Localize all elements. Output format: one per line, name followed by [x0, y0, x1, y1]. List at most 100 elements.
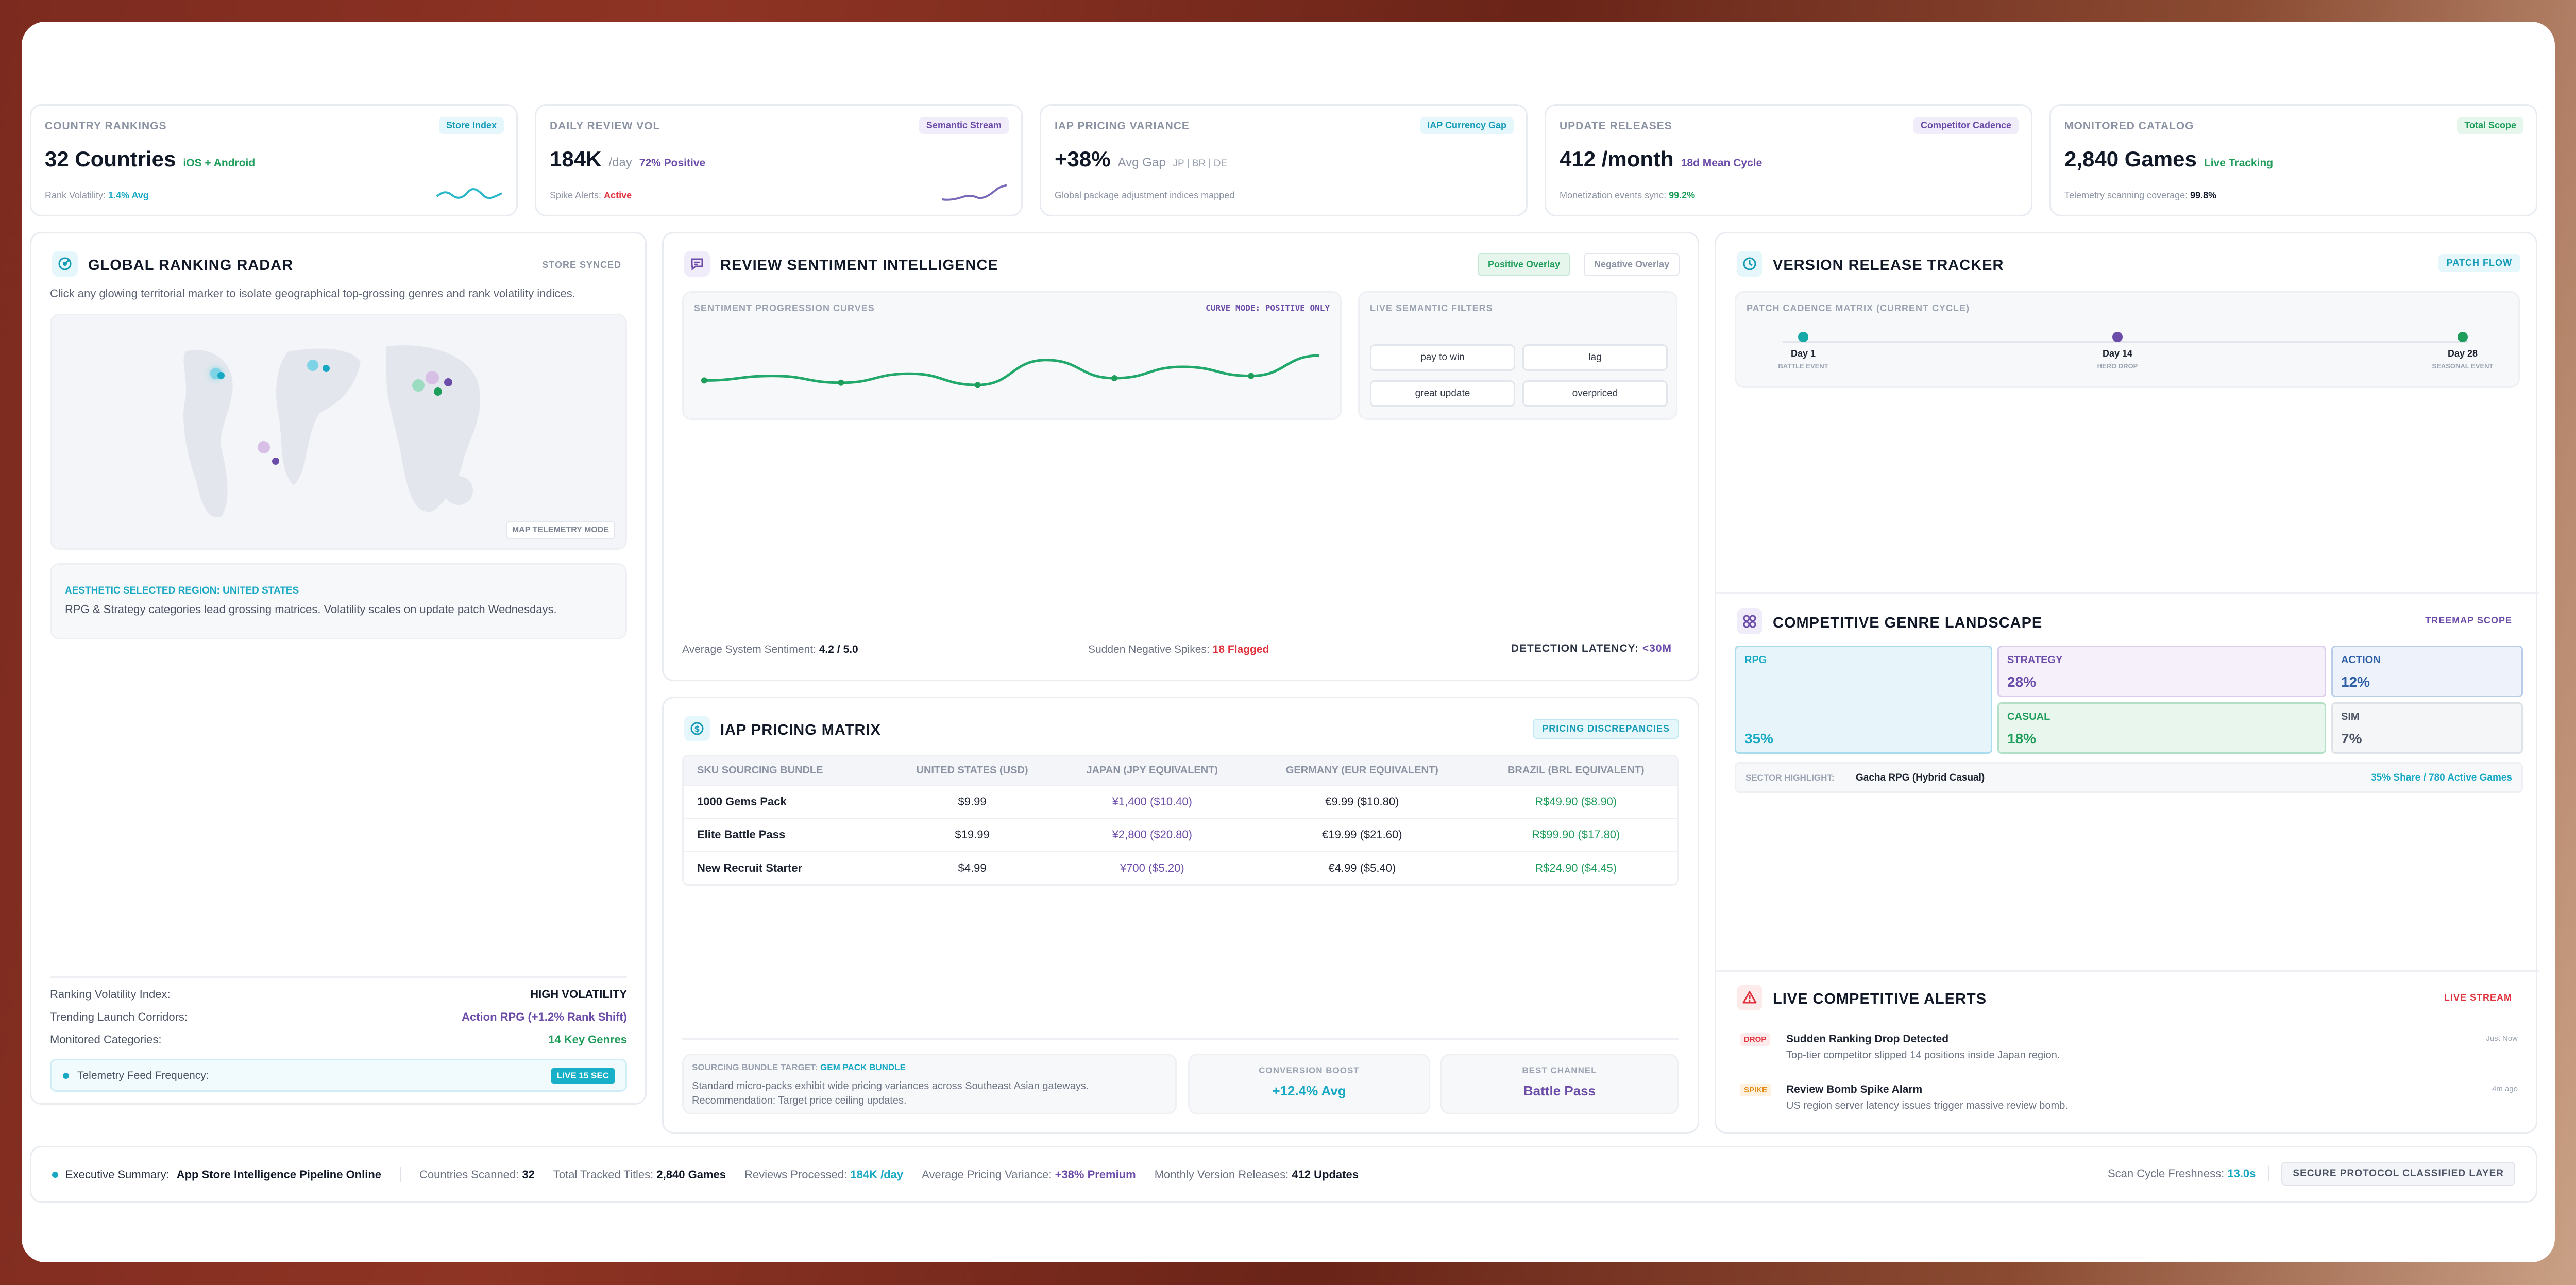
- cell-name: STRATEGY: [2007, 654, 2063, 666]
- alert-time: Just Now: [2486, 1034, 2518, 1043]
- treemap-cell-action[interactable]: ACTION 12%: [2331, 646, 2523, 697]
- table-header-row: SKU SOURCING BUNDLE UNITED STATES (USD) …: [684, 756, 1677, 785]
- map-marker[interactable]: [323, 365, 330, 372]
- curves-label: SENTIMENT PROGRESSION CURVES: [694, 303, 875, 313]
- target-label: SOURCING BUNDLE TARGET:: [692, 1062, 818, 1072]
- alert-title: Review Bomb Spike Alarm: [1786, 1084, 1923, 1095]
- highlight-stat: 35% Share / 780 Active Games: [2371, 772, 2512, 783]
- negative-overlay-button[interactable]: Negative Overlay: [1584, 253, 1680, 276]
- table-row[interactable]: New Recruit Starter $4.99 ¥700 ($5.20) €…: [684, 850, 1677, 884]
- exec-value: App Store Intelligence Pipeline Online: [176, 1168, 382, 1181]
- titles-label: Total Tracked Titles:: [553, 1168, 654, 1181]
- sentiment-point[interactable]: [1111, 375, 1117, 381]
- map-marker[interactable]: [412, 379, 425, 392]
- eur-cell: €9.99 ($10.80): [1249, 784, 1475, 818]
- avg-label: Average System Sentiment:: [682, 644, 816, 655]
- kpi-update-releases[interactable]: UPDATE RELEASES Competitor Cadence 412 /…: [1545, 104, 2032, 216]
- map-mode-label[interactable]: MAP TELEMETRY MODE: [505, 521, 615, 539]
- target-value: GEM PACK BUNDLE: [820, 1062, 906, 1072]
- kpi-daily-review-vol[interactable]: DAILY REVIEW VOL Semantic Stream 184K /d…: [535, 104, 1023, 216]
- grid-icon: [1737, 608, 1762, 634]
- node-day: Day 28: [2447, 348, 2478, 359]
- treemap-cell-casual[interactable]: CASUAL 18%: [1997, 702, 2326, 754]
- store-synced-badge: STORE SYNCED: [542, 260, 621, 270]
- sentiment-point[interactable]: [1248, 373, 1255, 379]
- kpi-badge: IAP Currency Gap: [1420, 117, 1514, 134]
- region-description: RPG & Strategy categories lead grossing …: [65, 603, 557, 616]
- stat-label: Monitored Categories:: [50, 1033, 162, 1046]
- panel-title: REVIEW SENTIMENT INTELLIGENCE: [720, 257, 998, 274]
- filter-great-update[interactable]: great update: [1370, 380, 1515, 407]
- filter-pay-to-win[interactable]: pay to win: [1370, 344, 1515, 371]
- map-marker[interactable]: [217, 372, 225, 379]
- timeline-node[interactable]: Day 1 BATTLE EVENT: [1772, 332, 1834, 370]
- brl-cell: R$24.90 ($4.45): [1475, 850, 1677, 884]
- map-marker[interactable]: [426, 371, 439, 384]
- sentiment-point[interactable]: [701, 377, 707, 384]
- kpi-monitored-catalog[interactable]: MONITORED CATALOG Total Scope 2,840 Game…: [2049, 104, 2537, 216]
- timeline-node[interactable]: Day 14 HERO DROP: [2087, 332, 2148, 370]
- kpi-badge: Store Index: [438, 117, 504, 134]
- secure-protocol-button[interactable]: SECURE PROTOCOL CLASSIFIED LAYER: [2281, 1162, 2515, 1186]
- kpi-foot-label: Telemetry scanning coverage:: [2064, 190, 2188, 200]
- table-row[interactable]: 1000 Gems Pack $9.99 ¥1,400 ($10.40) €9.…: [684, 784, 1677, 818]
- target-description: Standard micro-packs exhibit wide pricin…: [692, 1080, 1089, 1106]
- latency-value: <30M: [1642, 642, 1672, 654]
- kpi-badge: Total Scope: [2457, 117, 2523, 134]
- region-value: UNITED STATES: [223, 585, 299, 596]
- timeline-node[interactable]: Day 28 SEASONAL EVENT: [2421, 332, 2504, 370]
- latency-label: DETECTION LATENCY:: [1511, 642, 1639, 654]
- territory-map[interactable]: MAP TELEMETRY MODE: [50, 314, 627, 550]
- sourcing-target-box: SOURCING BUNDLE TARGET: GEM PACK BUNDLE …: [682, 1054, 1177, 1114]
- column-header: BRAZIL (BRL EQUIVALENT): [1475, 756, 1677, 785]
- exec-label: Executive Summary:: [65, 1168, 170, 1181]
- telemetry-feed-bar[interactable]: Telemetry Feed Frequency: LIVE 15 SEC: [50, 1059, 627, 1092]
- pricing-label: Average Pricing Variance:: [922, 1168, 1052, 1181]
- treemap-cell-strategy[interactable]: STRATEGY 28%: [1997, 646, 2326, 697]
- panel-title: VERSION RELEASE TRACKER: [1773, 257, 2004, 274]
- node-event: BATTLE EVENT: [1778, 362, 1828, 370]
- table-row[interactable]: Elite Battle Pass $19.99 ¥2,800 ($20.80)…: [684, 817, 1677, 851]
- global-ranking-radar-panel: GLOBAL RANKING RADAR STORE SYNCED Click …: [30, 232, 647, 1105]
- alert-item[interactable]: SPIKE Review Bomb Spike Alarm US region …: [1735, 1081, 2523, 1123]
- map-marker[interactable]: [258, 441, 270, 453]
- pricing-discrepancies-badge[interactable]: PRICING DISCREPANCIES: [1533, 719, 1679, 739]
- status-dot-icon: [52, 1172, 58, 1178]
- filter-overpriced[interactable]: overpriced: [1522, 380, 1668, 407]
- kpi-label: UPDATE RELEASES: [1560, 120, 1672, 132]
- positive-overlay-button[interactable]: Positive Overlay: [1478, 253, 1571, 276]
- pricing-table: SKU SOURCING BUNDLE UNITED STATES (USD) …: [682, 755, 1679, 886]
- eur-cell: €4.99 ($5.40): [1249, 850, 1475, 884]
- world-map-shapes: [183, 345, 481, 517]
- node-event: HERO DROP: [2097, 362, 2138, 370]
- kpi-value: +38%: [1055, 147, 1111, 171]
- panel-title: LIVE COMPETITIVE ALERTS: [1773, 991, 1987, 1007]
- treemap-cell-rpg[interactable]: RPG 35%: [1735, 646, 1992, 754]
- node-day: Day 14: [2102, 348, 2133, 359]
- filter-lag[interactable]: lag: [1522, 344, 1668, 371]
- patch-flow-badge: PATCH FLOW: [2438, 254, 2520, 272]
- kpi-country-rankings[interactable]: COUNTRY RANKINGS Store Index 32 Countrie…: [30, 104, 518, 216]
- stat-row: Ranking Volatility Index: HIGH VOLATILIT…: [50, 988, 627, 1001]
- sentiment-point[interactable]: [838, 379, 844, 386]
- map-marker[interactable]: [307, 360, 318, 371]
- kpi-iap-pricing-variance[interactable]: IAP PRICING VARIANCE IAP Currency Gap +3…: [1040, 104, 1528, 216]
- map-marker[interactable]: [434, 387, 442, 396]
- stat-label: Trending Launch Corridors:: [50, 1010, 188, 1023]
- alert-item[interactable]: DROP Sudden Ranking Drop Detected Top-ti…: [1735, 1031, 2523, 1072]
- live-dot-icon: [63, 1073, 69, 1079]
- sector-highlight-bar: SECTOR HIGHLIGHT: Gacha RPG (Hybrid Casu…: [1735, 762, 2523, 793]
- sentiment-point[interactable]: [974, 382, 981, 388]
- kpi-badge: Competitor Cadence: [1913, 117, 2019, 134]
- usd-cell: $19.99: [889, 817, 1055, 851]
- freshness-label: Scan Cycle Freshness:: [2108, 1167, 2225, 1180]
- map-marker[interactable]: [272, 458, 279, 465]
- sku-cell: 1000 Gems Pack: [684, 784, 890, 818]
- kpi-value: 412 /month: [1560, 147, 1674, 171]
- sparkline-icon: [436, 188, 502, 199]
- treemap-cell-sim[interactable]: SIM 7%: [2331, 702, 2523, 754]
- kpi-sub: 18d Mean Cycle: [1681, 157, 1762, 169]
- detection-latency: DETECTION LATENCY: <30M: [1511, 642, 1672, 655]
- review-sentiment-panel: REVIEW SENTIMENT INTELLIGENCE Positive O…: [662, 232, 1699, 681]
- map-marker[interactable]: [444, 378, 452, 386]
